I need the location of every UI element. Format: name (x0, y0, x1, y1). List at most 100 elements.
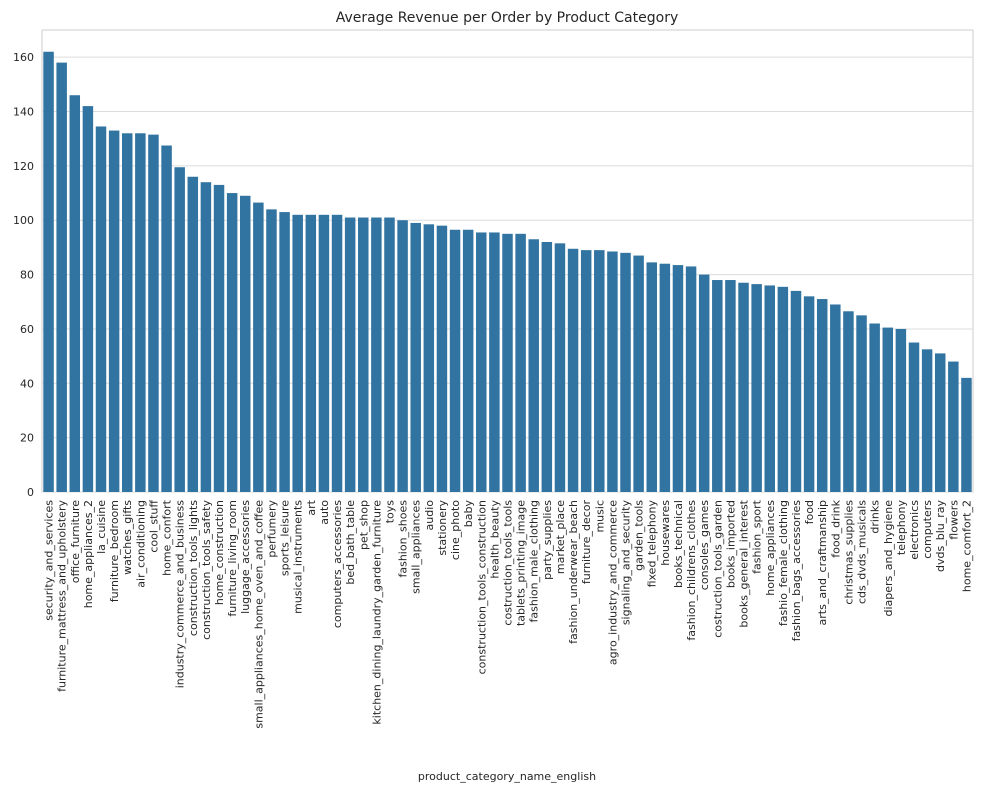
chart-title: Average Revenue per Order by Product Cat… (336, 10, 678, 26)
bar (253, 202, 264, 492)
bar (725, 280, 736, 492)
bar (646, 262, 657, 492)
bar (423, 224, 435, 492)
y-tick-label: 120 (13, 160, 34, 173)
bar (331, 214, 343, 493)
bar (108, 130, 120, 492)
x-tick-label: market_place (554, 500, 567, 574)
bar (213, 184, 225, 492)
bar (934, 353, 946, 492)
bar (410, 222, 421, 492)
x-tick-label: construction_tools_construction (475, 500, 488, 674)
bar (594, 250, 605, 492)
x-tick-label: cine_photo (449, 500, 462, 560)
x-tick-label: luggage_accessories (239, 500, 252, 614)
x-tick-label: music (593, 500, 606, 533)
x-tick-label: furniture_living_room (226, 500, 239, 617)
bar (135, 133, 146, 493)
bar (476, 232, 487, 492)
x-tick-label: home_appliances (764, 500, 777, 596)
x-tick-label: sports_leisure (279, 500, 292, 576)
x-tick-label: bed_bath_table (344, 500, 357, 585)
bar (69, 95, 81, 493)
x-tick-label: dvds_blu_ray (934, 500, 947, 572)
x-tick-label: construction_tools_lights (187, 500, 200, 636)
bar (554, 243, 566, 492)
x-tick-label: fashion_shoes (397, 500, 410, 578)
bar (56, 62, 67, 493)
y-tick-label: 0 (27, 486, 34, 499)
bar (148, 134, 159, 493)
bar (121, 133, 133, 493)
x-tick-label: books_imported (724, 500, 737, 588)
bar (174, 167, 185, 492)
x-axis-label: product_category_name_english (418, 770, 596, 783)
bar (685, 266, 697, 492)
x-tick-label: tablets_printing_image (515, 500, 528, 626)
x-tick-label: kitchen_dining_laundry_garden_furniture (370, 500, 383, 725)
x-tick-label: books_general_interest (738, 499, 751, 627)
x-tick-label: furniture_bedroom (108, 500, 121, 602)
x-tick-label: musical_instruments (292, 500, 305, 614)
bar (843, 311, 854, 492)
bar (226, 193, 238, 492)
bar (95, 126, 107, 492)
bar (528, 239, 539, 492)
x-tick-label: garden_tools (633, 500, 646, 571)
bar (515, 233, 526, 492)
x-tick-label: fashion_childrens_clothes (685, 500, 698, 641)
bar (449, 229, 461, 492)
bar (659, 263, 671, 492)
x-tick-label: arts_and_craftmanship (816, 500, 829, 625)
y-tick-label: 140 (13, 106, 34, 119)
x-tick-label: construction_tools_safety (200, 500, 213, 640)
x-tick-label: fashion_bags_accessories (790, 500, 803, 642)
bar (764, 285, 775, 492)
x-tick-label: watches_gifts (121, 500, 134, 575)
bar (279, 212, 290, 493)
x-tick-label: small_appliances (410, 500, 423, 594)
x-tick-label: auto (318, 500, 331, 525)
bar (698, 274, 710, 492)
bar (305, 214, 317, 493)
x-tick-label: telephony (895, 500, 908, 556)
bar (921, 349, 933, 492)
bar (738, 282, 749, 492)
bar (869, 323, 880, 492)
bar (948, 361, 959, 492)
bar (816, 299, 828, 492)
x-tick-label: perfumery (265, 500, 278, 558)
bar (82, 106, 94, 492)
x-tick-label: agro_industry_and_commerce (606, 500, 619, 665)
x-tick-label: baby (462, 500, 475, 528)
x-tick-label: fixed_telephony (646, 500, 659, 588)
x-tick-label: la_cuisine (95, 500, 108, 554)
x-tick-label: fashion_sport (751, 499, 764, 574)
bar (358, 217, 369, 493)
bar (830, 304, 841, 492)
y-tick-label: 20 (20, 432, 34, 445)
y-tick-label: 80 (20, 269, 34, 282)
x-tick-label: diapers_and_hygiene (882, 500, 895, 617)
x-tick-label: books_technical (672, 500, 685, 588)
bar (580, 250, 592, 492)
x-tick-label: art (305, 499, 318, 515)
y-tick-label: 40 (20, 377, 34, 390)
x-tick-label: air_conditioning (134, 500, 147, 588)
x-tick-label: home_construction (213, 500, 226, 605)
bar (803, 296, 815, 492)
bar (187, 176, 199, 493)
bar (633, 255, 644, 492)
bar (607, 251, 618, 492)
x-tick-label: health_beauty (488, 500, 501, 579)
bar (961, 377, 972, 492)
bar (541, 241, 553, 492)
x-tick-label: home_appliances_2 (82, 500, 95, 608)
x-tick-label: consoles_games (698, 500, 711, 590)
x-tick-label: home_confort (161, 499, 174, 576)
bar (344, 217, 356, 493)
bar (292, 214, 303, 493)
x-tick-label: audio (423, 500, 436, 531)
x-tick-label: small_appliances_home_oven_and_coffee (252, 500, 265, 729)
